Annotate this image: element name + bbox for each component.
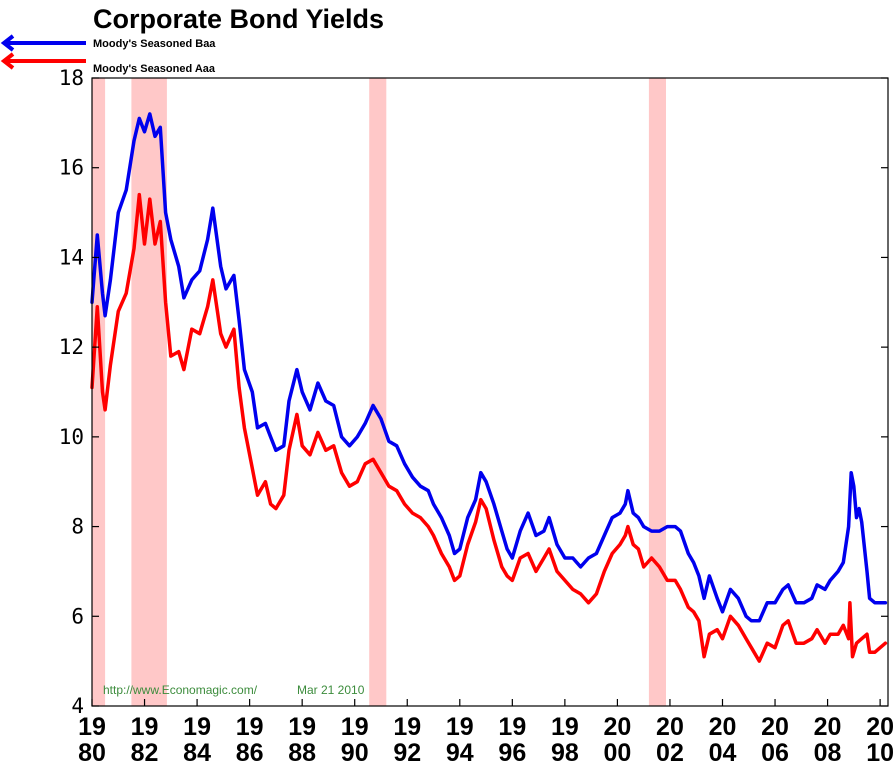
- source-text: http://www.Economagic.com/: [103, 683, 258, 697]
- plot-frame: [91, 77, 889, 707]
- x-tick-label-top: 19: [498, 713, 526, 741]
- recession-band-3: [648, 78, 666, 706]
- x-tick-label-bottom: 88: [288, 739, 316, 767]
- y-tick-label: 8: [71, 515, 84, 539]
- y-tick-label: 12: [59, 335, 84, 359]
- x-tick-label-bottom: 86: [236, 739, 264, 767]
- x-tick-label-bottom: 00: [604, 739, 632, 767]
- recession-band-0: [92, 78, 106, 706]
- recession-band-2: [369, 78, 387, 706]
- x-tick-label-bottom: 80: [78, 739, 106, 767]
- series-line-aaa: [90, 192, 888, 663]
- legend-label-aaa: Moody's Seasoned Aaa: [93, 63, 216, 75]
- x-tick-label-bottom: 84: [183, 739, 211, 767]
- x-tick-label-bottom: 94: [446, 739, 474, 767]
- x-tick-label-top: 19: [551, 713, 579, 741]
- arrow-left-icon: [0, 34, 15, 52]
- x-tick-label-top: 19: [446, 713, 474, 741]
- y-tick-label: 4: [71, 694, 84, 718]
- x-tick-label-top: 20: [604, 713, 632, 741]
- chart-title: Corporate Bond Yields: [93, 4, 384, 34]
- x-tick-label-top: 20: [866, 713, 894, 741]
- x-tick-label-top: 19: [236, 713, 264, 741]
- x-tick-label-bottom: 90: [341, 739, 369, 767]
- x-tick-label-top: 20: [761, 713, 789, 741]
- series-line-baa: [90, 112, 888, 623]
- x-tick-label-bottom: 06: [761, 739, 789, 767]
- x-tick-label-bottom: 98: [551, 739, 579, 767]
- series-lines: [90, 112, 888, 663]
- x-axis: 1980198219841986198819901992199419961998…: [78, 699, 894, 767]
- recession-bands: [92, 78, 666, 706]
- x-tick-label-top: 20: [814, 713, 842, 741]
- x-tick-label-top: 19: [288, 713, 316, 741]
- x-tick-label-bottom: 08: [814, 739, 842, 767]
- x-tick-label-bottom: 04: [709, 739, 737, 767]
- recession-band-1: [131, 78, 167, 706]
- y-tick-label: 14: [59, 245, 84, 269]
- y-axis: 4 6 8 10 12 14 16 18: [59, 66, 888, 718]
- x-tick-label-bottom: 10: [866, 739, 894, 767]
- y-tick-label: 10: [59, 425, 84, 449]
- x-tick-label-top: 19: [183, 713, 211, 741]
- x-tick-label-top: 20: [656, 713, 684, 741]
- x-tick-label-top: 19: [78, 713, 106, 741]
- legend-label-baa: Moody's Seasoned Baa: [93, 38, 216, 50]
- x-tick-label-top: 20: [709, 713, 737, 741]
- x-tick-label-top: 19: [131, 713, 159, 741]
- x-tick-label-bottom: 82: [131, 739, 159, 767]
- date-text: Mar 21 2010: [297, 683, 365, 697]
- x-tick-label-bottom: 02: [656, 739, 684, 767]
- x-tick-label-top: 19: [341, 713, 369, 741]
- legend-item-aaa: Moody's Seasoned Aaa: [0, 52, 216, 75]
- arrow-left-icon: [0, 52, 15, 70]
- legend: Moody's Seasoned Baa Moody's Seasoned Aa…: [0, 34, 216, 75]
- x-tick-label-bottom: 96: [498, 739, 526, 767]
- x-tick-label-top: 19: [393, 713, 421, 741]
- y-tick-label: 6: [71, 604, 84, 628]
- x-tick-label-bottom: 92: [393, 739, 421, 767]
- y-tick-label: 16: [59, 156, 84, 180]
- legend-item-baa: Moody's Seasoned Baa: [0, 34, 216, 52]
- y-tick-label: 18: [59, 66, 84, 90]
